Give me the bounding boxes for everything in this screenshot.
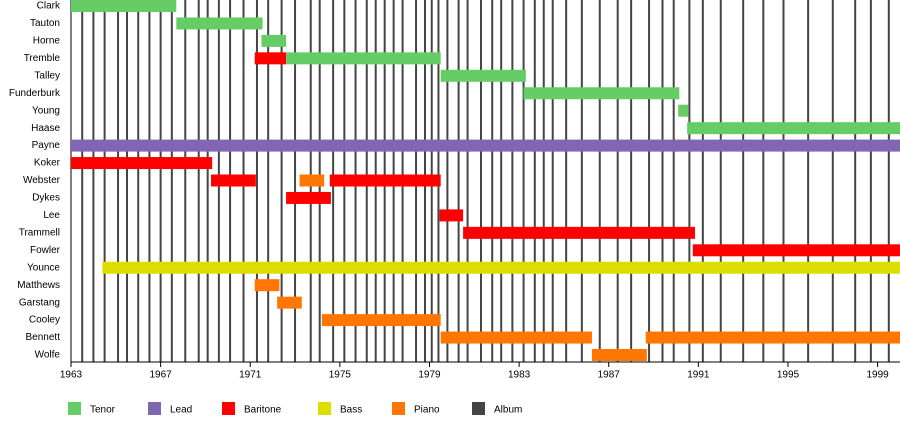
member-bar xyxy=(440,331,592,344)
row-label: Matthews xyxy=(17,280,60,291)
row-label: Young xyxy=(32,105,60,116)
row-label: Haase xyxy=(31,123,60,134)
legend-swatch xyxy=(318,402,331,415)
member-bar xyxy=(286,191,331,204)
x-tick-label: 1975 xyxy=(329,370,352,381)
x-tick-label: 1983 xyxy=(508,370,531,381)
x-tick-label: 1971 xyxy=(239,370,262,381)
x-tick-label: 1963 xyxy=(60,370,83,381)
member-bar xyxy=(211,174,256,187)
row-label: Trammell xyxy=(19,227,60,238)
row-label: Horne xyxy=(33,36,61,47)
legend-label: Bass xyxy=(340,405,362,416)
member-bar xyxy=(71,157,213,170)
member-bar xyxy=(692,244,900,257)
member-bar xyxy=(687,122,900,135)
member-bar xyxy=(329,174,441,187)
legend-label: Baritone xyxy=(244,405,282,416)
member-bar xyxy=(645,331,900,344)
legend-label: Piano xyxy=(414,405,440,416)
row-label: Younce xyxy=(27,262,60,273)
legend-label: Tenor xyxy=(90,405,116,416)
row-label: Dykes xyxy=(32,193,60,204)
member-bar xyxy=(523,87,680,100)
x-tick-label: 1967 xyxy=(149,370,172,381)
member-bar xyxy=(591,349,647,361)
member-bar xyxy=(277,296,302,309)
row-label: Lee xyxy=(43,210,60,221)
row-label: Payne xyxy=(32,140,61,151)
x-tick-label: 1995 xyxy=(777,370,800,381)
legend-swatch xyxy=(148,402,161,415)
row-label: Clark xyxy=(37,1,61,12)
member-bar xyxy=(102,261,900,274)
x-tick-label: 1987 xyxy=(598,370,621,381)
member-bar xyxy=(678,104,689,117)
member-bar xyxy=(254,52,287,65)
row-label: Bennett xyxy=(26,332,61,343)
legend-label: Lead xyxy=(170,405,192,416)
row-label: Tauton xyxy=(30,18,60,29)
member-bar xyxy=(176,17,263,30)
row-label: Funderburk xyxy=(9,88,61,99)
row-label: Talley xyxy=(34,70,60,81)
x-tick-label: 1991 xyxy=(687,370,710,381)
row-label: Cooley xyxy=(29,315,60,326)
legend-label: Album xyxy=(494,405,522,416)
member-bar xyxy=(321,314,441,327)
row-label: Webster xyxy=(23,175,61,186)
member-bar xyxy=(440,69,526,82)
row-label: Tremble xyxy=(24,53,61,64)
member-bar xyxy=(286,52,441,65)
row-label: Wolfe xyxy=(35,350,61,361)
member-bar xyxy=(71,0,177,12)
legend-swatch xyxy=(472,402,485,415)
legend-swatch xyxy=(68,402,81,415)
legend-swatch xyxy=(222,402,235,415)
member-bar xyxy=(261,34,287,47)
x-tick-label: 1999 xyxy=(866,370,889,381)
row-label: Garstang xyxy=(19,297,60,308)
legend-swatch xyxy=(392,402,405,415)
x-tick-label: 1979 xyxy=(418,370,441,381)
member-bar xyxy=(439,209,464,222)
member-bar xyxy=(71,139,900,152)
member-bar xyxy=(463,226,695,239)
member-bar xyxy=(254,279,280,292)
row-label: Fowler xyxy=(30,245,61,256)
member-bar xyxy=(299,174,325,187)
row-label: Koker xyxy=(34,158,61,169)
